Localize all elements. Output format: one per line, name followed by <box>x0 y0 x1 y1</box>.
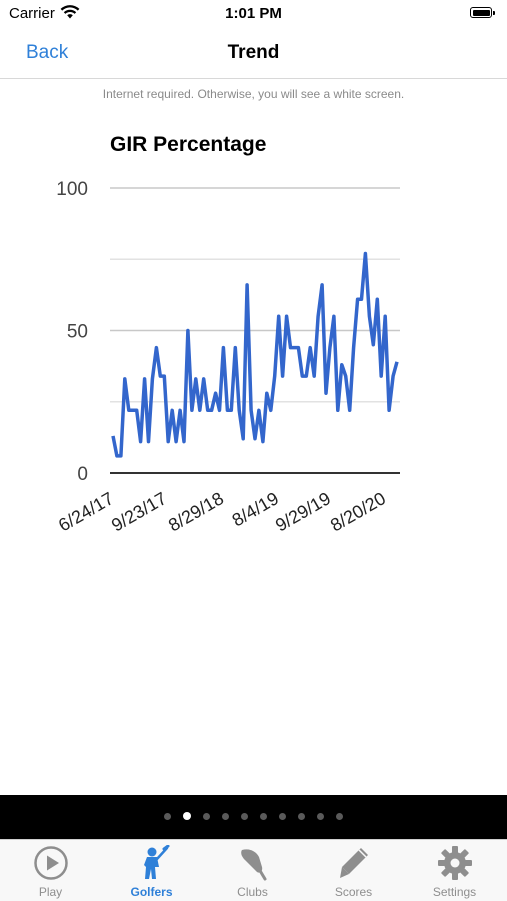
back-button[interactable]: Back <box>26 42 69 63</box>
battery-icon <box>470 7 496 20</box>
x-tick-label: 9/23/17 <box>108 488 170 535</box>
page-dot[interactable] <box>279 813 286 820</box>
y-axis-ticks: 0 50 100 <box>56 179 88 485</box>
gear-icon <box>437 845 473 881</box>
x-tick-label: 8/20/20 <box>327 488 389 535</box>
golf-club-icon <box>235 845 271 881</box>
carrier-label: Carrier <box>9 5 55 22</box>
chart-title: GIR Percentage <box>110 133 266 156</box>
internet-notice: Internet required. Otherwise, you will s… <box>102 87 405 101</box>
tab-bar: Play Golfers Clubs <box>0 839 507 901</box>
golfer-icon <box>134 844 170 881</box>
x-tick-label: 8/4/19 <box>229 488 282 530</box>
page-dot[interactable] <box>222 813 229 820</box>
gir-trend-chart: GIR Percentage 0 50 100 6/24/17 9/23/17 8/29… <box>0 120 507 560</box>
page-dot[interactable] <box>317 813 324 820</box>
tab-golfers[interactable]: Golfers <box>101 840 202 901</box>
navigation-bar: Back Trend <box>0 30 507 79</box>
gir-series-line <box>111 251 399 458</box>
page-title: Trend <box>227 42 280 63</box>
x-tick-label: 6/24/17 <box>55 488 117 535</box>
tab-clubs-label: Clubs <box>237 885 268 899</box>
y-tick-label: 0 <box>77 464 88 485</box>
tab-play[interactable]: Play <box>0 840 101 901</box>
tab-settings-label: Settings <box>432 885 477 899</box>
tab-clubs[interactable]: Clubs <box>202 840 303 901</box>
page-indicator <box>0 795 507 839</box>
y-tick-label: 100 <box>56 179 88 200</box>
x-tick-label: 9/29/19 <box>272 488 334 535</box>
y-tick-label: 50 <box>67 322 88 343</box>
tab-settings[interactable]: Settings <box>404 840 505 901</box>
x-axis-ticks: 6/24/179/23/178/29/18 8/4/199/29/198/20/2… <box>55 488 389 535</box>
chart-svg: GIR Percentage 0 50 100 6/24/179/23/178/29… <box>55 133 400 535</box>
series-line <box>111 251 399 458</box>
page-dot[interactable] <box>203 813 210 820</box>
tab-play-label: Play <box>38 885 63 899</box>
wifi-icon <box>60 4 80 25</box>
page-dot[interactable] <box>336 813 343 820</box>
page-dot[interactable] <box>241 813 248 820</box>
page-dots <box>0 812 507 820</box>
page-dot[interactable] <box>298 813 305 820</box>
status-bar: Carrier 1:01 PM <box>0 0 507 30</box>
tab-scores[interactable]: Scores <box>303 840 404 901</box>
x-tick-label: 8/29/18 <box>165 488 227 535</box>
page-dot[interactable] <box>164 813 171 820</box>
pencil-icon <box>336 845 372 881</box>
play-icon <box>33 845 69 881</box>
status-time: 1:01 PM <box>225 5 282 22</box>
tab-golfers-label: Golfers <box>130 885 173 899</box>
tab-scores-label: Scores <box>334 885 373 899</box>
page-dot-active[interactable] <box>183 812 191 820</box>
page-dot[interactable] <box>260 813 267 820</box>
